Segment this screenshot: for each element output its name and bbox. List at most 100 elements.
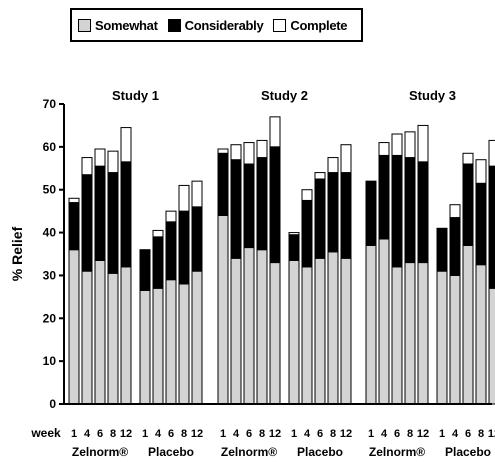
- y-tick-label: 40: [43, 226, 57, 240]
- bar-segment-complete: [301, 189, 313, 201]
- legend-label-considerably: Considerably: [184, 17, 264, 33]
- bar-segment-somewhat: [365, 244, 377, 405]
- bar-segment-considerably: [191, 206, 203, 272]
- group-label: Zelnorm®: [221, 445, 277, 459]
- bar-segment-considerably: [165, 221, 177, 281]
- bar-segment-somewhat: [243, 247, 255, 405]
- bar-segment-complete: [475, 159, 487, 184]
- bar-segment-somewhat: [288, 259, 300, 405]
- bar-segment-complete: [288, 232, 300, 236]
- bar-segment-considerably: [462, 163, 474, 246]
- week-tick-label: 6: [168, 428, 174, 440]
- bar-segment-complete: [314, 172, 326, 180]
- week-tick-label: 1: [220, 428, 226, 440]
- bar-segment-complete: [230, 144, 242, 161]
- y-tick-label: 70: [43, 97, 57, 111]
- y-tick-label: 60: [43, 140, 57, 154]
- week-tick-label: 4: [452, 428, 459, 440]
- legend-swatch-complete: [273, 18, 287, 32]
- bar-segment-complete: [417, 124, 429, 163]
- bar-segment-complete: [165, 210, 177, 223]
- bar-segment-somewhat: [340, 257, 352, 405]
- bar-segment-complete: [107, 150, 119, 174]
- y-tick-label: 10: [43, 354, 57, 368]
- bar-segment-somewhat: [301, 266, 313, 405]
- week-tick-label: 8: [330, 428, 336, 440]
- week-tick-label: 6: [97, 428, 103, 440]
- week-tick-label: 8: [478, 428, 484, 440]
- bar-segment-somewhat: [120, 266, 132, 405]
- bar-segment-somewhat: [449, 274, 461, 405]
- bar-segment-considerably: [404, 157, 416, 264]
- legend-swatch-somewhat: [78, 18, 91, 32]
- bar-segment-complete: [391, 133, 403, 156]
- bar-segment-considerably: [81, 174, 93, 272]
- bar-segment-complete: [68, 197, 80, 204]
- bar-segment-somewhat: [404, 262, 416, 405]
- bar-segment-considerably: [178, 210, 190, 285]
- bar-segment-considerably: [288, 234, 300, 261]
- group-label: Placebo: [297, 445, 343, 459]
- bar-segment-somewhat: [269, 262, 281, 405]
- bar-segment-considerably: [243, 163, 255, 249]
- bar-segment-considerably: [378, 154, 390, 240]
- bar-segment-complete: [488, 139, 495, 167]
- bar-segment-somewhat: [436, 270, 448, 405]
- bar-segment-considerably: [217, 152, 229, 216]
- bar-segment-somewhat: [191, 270, 203, 405]
- week-tick-label: 1: [439, 428, 445, 440]
- bar-segment-considerably: [94, 165, 106, 261]
- study-title: Study 2: [261, 88, 308, 103]
- bar-segment-considerably: [301, 199, 313, 268]
- legend-swatch-considerably: [167, 18, 181, 32]
- group-label: Placebo: [148, 445, 194, 459]
- bar-segment-complete: [462, 152, 474, 165]
- week-tick-label: 6: [465, 428, 471, 440]
- bar-segment-complete: [404, 131, 416, 159]
- bar-segment-somewhat: [68, 249, 80, 405]
- bar-segment-complete: [120, 127, 132, 163]
- bar-segment-considerably: [340, 172, 352, 259]
- y-tick-label: 50: [43, 183, 57, 197]
- legend-item-complete: Complete: [273, 18, 348, 33]
- bar-segment-somewhat: [314, 257, 326, 405]
- week-tick-label: 1: [142, 428, 148, 440]
- y-tick-label: 30: [43, 268, 57, 282]
- bar-segment-complete: [340, 144, 352, 174]
- bar-segment-considerably: [256, 157, 268, 251]
- bar-segment-considerably: [107, 172, 119, 274]
- bar-segment-somewhat: [217, 214, 229, 405]
- week-tick-label: 12: [417, 428, 429, 440]
- legend-item-considerably: Considerably: [167, 17, 264, 33]
- study-title: Study 3: [409, 88, 456, 103]
- bar-segment-somewhat: [327, 251, 339, 405]
- bar-segment-complete: [94, 148, 106, 167]
- bar-segment-considerably: [152, 236, 164, 289]
- week-tick-label: 4: [233, 428, 240, 440]
- bar-segment-somewhat: [165, 279, 177, 405]
- group-label: Zelnorm®: [369, 445, 425, 459]
- week-tick-label: 4: [381, 428, 388, 440]
- bar-segment-considerably: [391, 154, 403, 268]
- x-axis-prefix-week: week: [30, 426, 61, 440]
- week-tick-label: 6: [246, 428, 252, 440]
- week-tick-label: 12: [191, 428, 203, 440]
- bar-segment-considerably: [449, 217, 461, 276]
- week-tick-label: 12: [340, 428, 352, 440]
- study-title: Study 1: [112, 88, 159, 103]
- week-tick-label: 4: [84, 428, 91, 440]
- bar-segment-somewhat: [230, 257, 242, 405]
- week-tick-label: 12: [120, 428, 132, 440]
- legend-label-somewhat: Somewhat: [95, 17, 158, 33]
- legend-item-somewhat: Somewhat: [78, 18, 158, 33]
- week-tick-label: 12: [488, 428, 495, 440]
- week-tick-label: 8: [259, 428, 265, 440]
- y-tick-label: 0: [49, 397, 56, 411]
- week-tick-label: 8: [181, 428, 187, 440]
- bar-segment-complete: [269, 116, 281, 148]
- bar-segment-somewhat: [256, 249, 268, 405]
- bar-segment-considerably: [120, 161, 132, 268]
- bar-segment-considerably: [488, 165, 495, 289]
- bar-segment-complete: [191, 180, 203, 208]
